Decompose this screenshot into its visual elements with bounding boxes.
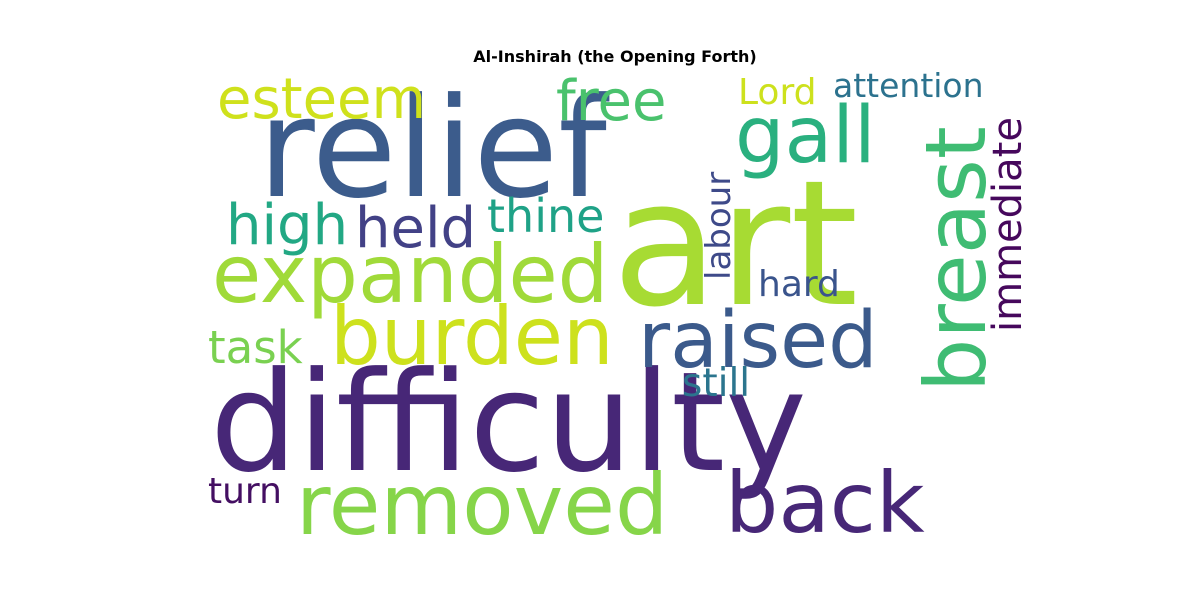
word-back: back	[725, 454, 925, 552]
word-attention: attention	[833, 66, 984, 105]
word-immediate: immediate	[985, 117, 1031, 332]
word-burden: burden	[330, 290, 614, 383]
word-task: task	[208, 321, 303, 374]
word-art: art	[612, 143, 858, 346]
word-free: free	[556, 69, 666, 134]
word-high: high	[226, 193, 348, 258]
word-expanded: expanded	[212, 228, 608, 321]
word-hard: hard	[758, 264, 840, 305]
word-thine: thine	[487, 189, 604, 243]
word-lord: Lord	[738, 72, 816, 113]
word-gall: gall	[735, 91, 876, 181]
word-held: held	[355, 196, 476, 261]
word-still: still	[682, 361, 750, 406]
chart-title: Al-Inshirah (the Opening Forth)	[473, 47, 757, 66]
word-labour: labour	[699, 172, 739, 280]
word-difficulty: difficulty	[210, 342, 807, 503]
word-relief: relief	[258, 68, 610, 229]
word-esteem: esteem	[217, 67, 426, 132]
word-breast: breast	[907, 126, 1005, 392]
word-removed: removed	[296, 456, 668, 554]
word-raised: raised	[638, 296, 878, 386]
word-turn: turn	[208, 471, 282, 512]
